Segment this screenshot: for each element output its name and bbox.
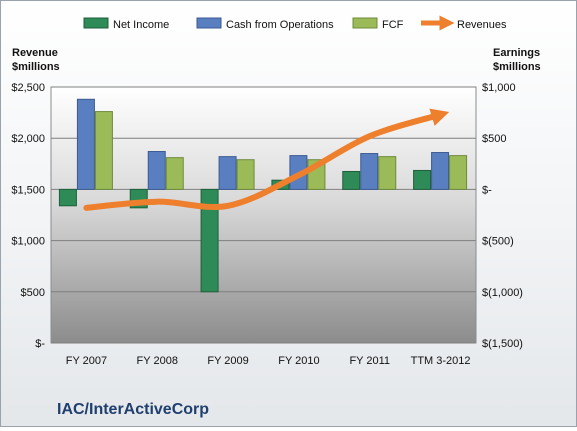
right-tick-label: $(1,000) (482, 287, 523, 299)
bar-fcf-fy-2007 (95, 112, 112, 190)
company-name: IAC/InterActiveCorp (57, 401, 209, 418)
legend-label-revenues: Revenues (457, 19, 507, 31)
legend-label-net-income: Net Income (113, 19, 169, 31)
bar-fcf-fy-2011 (379, 157, 396, 190)
bar-fcf-fy-2008 (166, 158, 183, 190)
legend: Net Income Cash from Operations FCF Reve… (84, 18, 507, 31)
right-axis-title-line1: Earnings (493, 47, 540, 59)
bar-fcf-ttm-3-2012 (450, 156, 467, 190)
right-tick-label: $- (482, 184, 492, 196)
bar-net-income-fy-2007 (59, 189, 76, 205)
right-tick-label: $1,000 (482, 82, 516, 94)
x-tick-label: FY 2010 (278, 355, 319, 367)
left-tick-label: $1,500 (11, 184, 45, 196)
legend-label-cash-from-operations: Cash from Operations (226, 19, 334, 31)
bar-net-income-ttm-3-2012 (414, 170, 431, 189)
legend-swatch-cash-from-operations (197, 18, 221, 28)
left-tick-label: $- (35, 338, 45, 350)
left-axis-title-line2: $millions (12, 61, 60, 73)
x-tick-label: FY 2009 (207, 355, 248, 367)
legend-swatch-net-income (84, 18, 108, 28)
x-axis-ticks: FY 2007 FY 2008 FY 2009 FY 2010 FY 2011 TTM 3… (66, 355, 471, 367)
right-axis-ticks: $(1,500) $(1,000) $(500) $- $500 $1,000 (482, 82, 523, 350)
left-tick-label: $2,500 (11, 82, 45, 94)
bar-cash-from-operations-fy-2009 (219, 157, 236, 190)
bar-fcf-fy-2009 (237, 160, 254, 190)
x-tick-label: FY 2011 (349, 355, 390, 367)
right-axis-title-line2: $millions (493, 61, 541, 73)
left-axis-ticks: $- $500 $1,000 $1,500 $2,000 $2,500 (11, 82, 45, 350)
legend-swatch-fcf (353, 18, 377, 28)
x-tick-label: FY 2008 (137, 355, 178, 367)
left-axis-title-line1: Revenue (12, 47, 58, 59)
left-tick-label: $1,000 (11, 236, 45, 248)
x-tick-label: TTM 3-2012 (411, 355, 471, 367)
right-tick-label: $500 (482, 133, 506, 145)
left-tick-label: $2,000 (11, 133, 45, 145)
legend-label-fcf: FCF (382, 19, 404, 31)
bar-net-income-fy-2011 (343, 171, 360, 189)
x-tick-label: FY 2007 (66, 355, 107, 367)
bar-cash-from-operations-fy-2008 (148, 152, 165, 190)
bar-cash-from-operations-fy-2007 (77, 99, 94, 189)
left-tick-label: $500 (21, 287, 45, 299)
right-tick-label: $(1,500) (482, 338, 523, 350)
bar-cash-from-operations-fy-2011 (361, 154, 378, 190)
right-tick-label: $(500) (482, 236, 514, 248)
bar-cash-from-operations-ttm-3-2012 (432, 153, 449, 190)
